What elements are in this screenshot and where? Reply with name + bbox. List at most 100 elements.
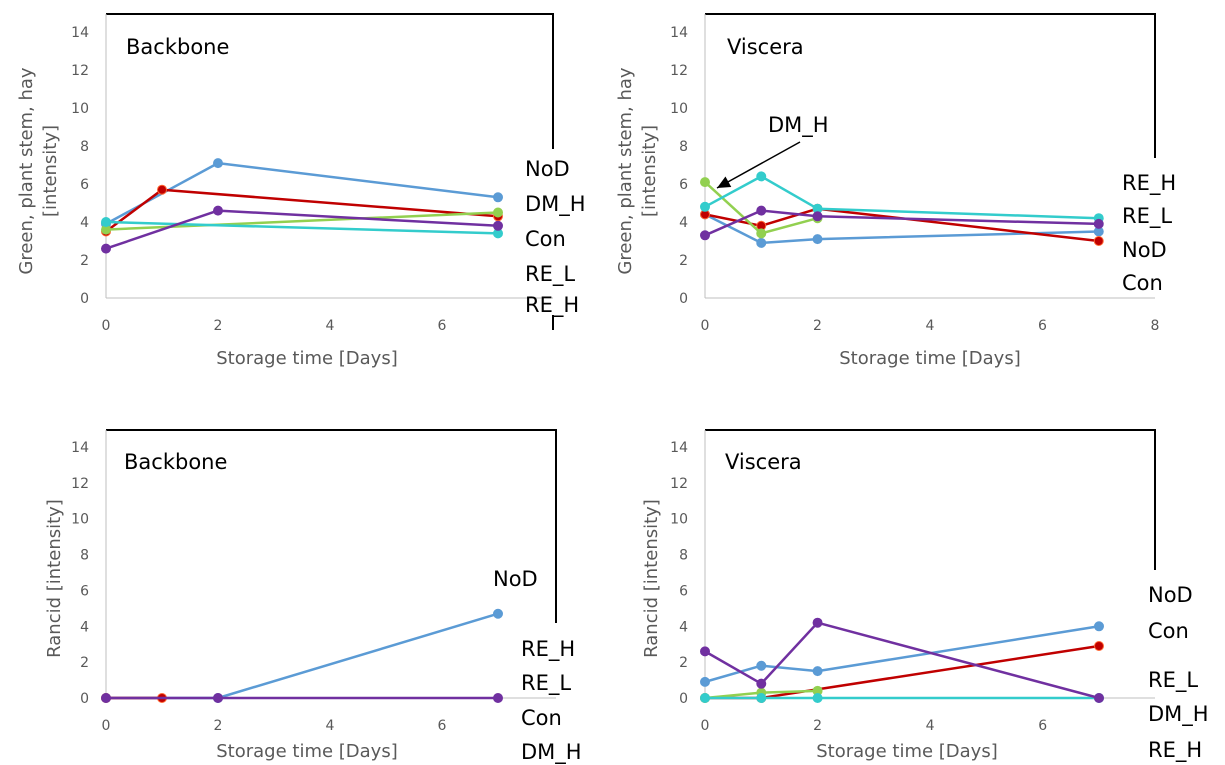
data-point bbox=[493, 207, 503, 218]
x-tick-label: 4 bbox=[326, 318, 335, 334]
y-tick-label: 0 bbox=[80, 691, 89, 707]
series-line bbox=[704, 621, 1100, 700]
data-point bbox=[700, 177, 710, 188]
series bbox=[700, 617, 1104, 703]
data-point bbox=[493, 192, 503, 203]
series bbox=[700, 693, 1104, 703]
legend-label: Con bbox=[521, 706, 562, 730]
legend-label: NoD bbox=[525, 157, 570, 181]
x-tick-label: 6 bbox=[1038, 318, 1047, 334]
y-tick-label: 6 bbox=[679, 583, 688, 599]
data-point bbox=[756, 237, 767, 248]
y-tick-label: 12 bbox=[71, 476, 89, 492]
x-axis-label: Storage time [Days] bbox=[216, 741, 398, 762]
y-tick-label: 12 bbox=[670, 63, 688, 79]
y-tick-label: 8 bbox=[80, 139, 89, 155]
y-tick-label: 0 bbox=[80, 291, 89, 307]
series-line bbox=[704, 175, 1099, 220]
y-axis-label: Rancid [intensity] bbox=[641, 499, 662, 658]
data-point bbox=[812, 211, 823, 222]
data-point bbox=[700, 646, 710, 657]
x-tick-label: 6 bbox=[438, 718, 447, 734]
legend-label: DM_H bbox=[1148, 702, 1209, 727]
data-point bbox=[213, 205, 223, 216]
legend-label: RE_H bbox=[521, 637, 575, 662]
data-point bbox=[756, 678, 767, 689]
panel-title: Viscera bbox=[727, 35, 804, 59]
y-axis-label: Green, plant stem, hay [intensity] bbox=[615, 67, 660, 275]
series-line bbox=[704, 209, 1099, 237]
data-point bbox=[1094, 693, 1104, 703]
data-point bbox=[812, 234, 823, 245]
y-tick-label: 12 bbox=[71, 63, 89, 79]
data-point bbox=[756, 228, 767, 239]
y-tick-label: 0 bbox=[679, 291, 688, 307]
data-point bbox=[812, 617, 823, 628]
y-tick-label: 4 bbox=[679, 619, 688, 635]
data-point bbox=[756, 660, 767, 671]
legend-label: RE_L bbox=[521, 671, 571, 696]
y-tick-label: 10 bbox=[670, 512, 688, 528]
y-tick-label: 10 bbox=[71, 512, 89, 528]
annotation-label: DM_H bbox=[768, 113, 829, 138]
chart-frame bbox=[705, 429, 1156, 570]
y-tick-label: 6 bbox=[679, 177, 688, 193]
data-point bbox=[756, 693, 767, 703]
y-tick-label: 14 bbox=[670, 440, 688, 456]
data-point bbox=[1093, 218, 1104, 229]
series-line bbox=[704, 625, 1100, 684]
annotation-arrow bbox=[716, 141, 801, 189]
x-tick-label: 0 bbox=[701, 718, 710, 734]
legend-label: Con bbox=[525, 227, 566, 251]
data-point bbox=[493, 608, 503, 619]
legend-label: RE_H bbox=[1122, 171, 1176, 196]
series-line bbox=[106, 612, 499, 700]
data-point bbox=[700, 676, 710, 687]
data-point bbox=[700, 230, 710, 241]
y-tick-label: 12 bbox=[670, 476, 688, 492]
data-point bbox=[700, 693, 710, 703]
data-point bbox=[157, 184, 167, 195]
data-point bbox=[493, 220, 503, 231]
series-line bbox=[105, 188, 499, 233]
legend-label: RE_L bbox=[525, 262, 575, 287]
x-axis-label: Storage time [Days] bbox=[216, 348, 398, 369]
x-tick-label: 6 bbox=[438, 318, 447, 334]
x-tick-label: 2 bbox=[813, 318, 822, 334]
x-tick-label: 0 bbox=[102, 318, 111, 334]
y-tick-label: 6 bbox=[80, 583, 89, 599]
y-tick-label: 14 bbox=[71, 25, 89, 41]
panel-title: Viscera bbox=[725, 450, 802, 474]
y-tick-label: 10 bbox=[71, 101, 89, 117]
series bbox=[700, 171, 1104, 224]
annotation-arrowhead bbox=[717, 176, 732, 188]
legend-label: Con bbox=[1148, 619, 1189, 643]
x-axis-label: Storage time [Days] bbox=[816, 741, 998, 762]
data-point bbox=[812, 693, 823, 703]
chart-frame bbox=[705, 13, 1156, 158]
x-tick-label: 6 bbox=[1038, 718, 1047, 734]
data-point bbox=[1094, 641, 1104, 652]
legend-label: NoD bbox=[1122, 238, 1167, 262]
y-tick-label: 10 bbox=[670, 101, 688, 117]
y-axis-label: Green, plant stem, hay [intensity] bbox=[16, 67, 61, 275]
series-line bbox=[704, 207, 1099, 243]
legend-label: RE_L bbox=[1122, 204, 1172, 229]
data-point bbox=[101, 693, 111, 703]
legend-label: Con bbox=[1122, 271, 1163, 295]
x-tick-label: 8 bbox=[1151, 318, 1160, 334]
x-tick-label: 4 bbox=[926, 318, 935, 334]
series-line bbox=[105, 220, 499, 235]
legend-label: DM_H bbox=[521, 740, 582, 765]
data-point bbox=[1093, 236, 1104, 246]
series bbox=[700, 205, 1104, 241]
data-point bbox=[213, 158, 223, 169]
y-tick-label: 14 bbox=[71, 440, 89, 456]
y-tick-label: 4 bbox=[679, 215, 688, 231]
y-tick-label: 0 bbox=[679, 691, 688, 707]
data-point bbox=[812, 666, 823, 677]
panel-title: Backbone bbox=[126, 35, 229, 59]
y-tick-label: 2 bbox=[679, 655, 688, 671]
x-tick-label: 2 bbox=[813, 718, 822, 734]
